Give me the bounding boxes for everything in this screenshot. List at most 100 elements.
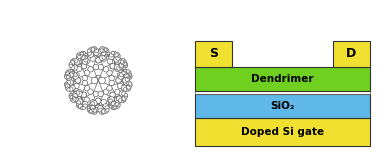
Circle shape	[82, 106, 85, 110]
Circle shape	[127, 87, 131, 90]
Circle shape	[70, 86, 73, 89]
Circle shape	[73, 94, 77, 98]
Circle shape	[67, 84, 70, 87]
Circle shape	[77, 53, 81, 56]
Circle shape	[90, 55, 94, 59]
Circle shape	[101, 56, 107, 62]
Circle shape	[129, 76, 132, 79]
Circle shape	[83, 103, 86, 106]
Circle shape	[66, 76, 71, 81]
Circle shape	[91, 55, 97, 61]
Text: SiO₂: SiO₂	[270, 101, 295, 111]
Circle shape	[76, 58, 82, 64]
Circle shape	[67, 70, 70, 73]
Circle shape	[103, 52, 108, 57]
Circle shape	[119, 72, 124, 77]
Circle shape	[88, 52, 94, 57]
Circle shape	[119, 94, 124, 98]
Circle shape	[96, 51, 101, 56]
Circle shape	[121, 70, 127, 76]
Circle shape	[114, 52, 118, 57]
Circle shape	[98, 50, 103, 56]
Circle shape	[102, 109, 107, 113]
Circle shape	[124, 63, 128, 66]
Circle shape	[101, 51, 105, 55]
Circle shape	[94, 48, 99, 53]
Circle shape	[82, 80, 88, 86]
Circle shape	[110, 63, 115, 69]
Circle shape	[70, 95, 74, 100]
Circle shape	[79, 104, 84, 109]
Circle shape	[79, 52, 84, 57]
Circle shape	[109, 97, 114, 102]
Circle shape	[76, 59, 82, 64]
Circle shape	[103, 89, 109, 94]
Circle shape	[75, 98, 79, 102]
Circle shape	[115, 64, 120, 70]
Circle shape	[109, 75, 115, 81]
Circle shape	[126, 76, 130, 81]
Circle shape	[76, 97, 82, 102]
Circle shape	[122, 71, 125, 75]
Circle shape	[101, 108, 105, 112]
Circle shape	[81, 92, 87, 97]
Circle shape	[98, 107, 102, 112]
Circle shape	[74, 98, 78, 102]
Circle shape	[99, 100, 105, 106]
Circle shape	[109, 102, 113, 105]
Circle shape	[66, 72, 70, 76]
Circle shape	[107, 85, 112, 91]
Circle shape	[115, 59, 120, 64]
Circle shape	[84, 58, 88, 62]
Circle shape	[124, 73, 128, 78]
Text: Dendrimer: Dendrimer	[251, 74, 314, 84]
Circle shape	[121, 58, 125, 62]
Circle shape	[122, 86, 125, 90]
Circle shape	[73, 65, 76, 68]
Circle shape	[102, 109, 106, 114]
Circle shape	[76, 101, 81, 105]
Circle shape	[79, 55, 82, 58]
Circle shape	[110, 92, 115, 97]
Circle shape	[71, 65, 75, 70]
Circle shape	[68, 83, 73, 88]
Circle shape	[122, 95, 127, 100]
Circle shape	[93, 111, 97, 114]
Circle shape	[81, 92, 87, 98]
Circle shape	[101, 47, 105, 50]
Circle shape	[88, 67, 93, 72]
Circle shape	[90, 109, 95, 114]
Circle shape	[102, 55, 106, 59]
Text: S: S	[209, 47, 218, 60]
Text: Doped Si gate: Doped Si gate	[241, 127, 324, 137]
Circle shape	[110, 103, 114, 106]
Circle shape	[98, 105, 103, 111]
Circle shape	[76, 104, 80, 107]
Circle shape	[115, 89, 120, 95]
Circle shape	[127, 72, 131, 76]
Circle shape	[69, 84, 73, 88]
Circle shape	[121, 61, 124, 65]
Circle shape	[68, 78, 74, 84]
Circle shape	[108, 101, 114, 107]
Circle shape	[119, 98, 123, 102]
Circle shape	[96, 98, 101, 104]
Circle shape	[98, 64, 104, 70]
Circle shape	[67, 80, 71, 84]
Circle shape	[124, 70, 128, 74]
Circle shape	[126, 70, 130, 73]
Bar	[333, 41, 370, 67]
Circle shape	[116, 57, 120, 61]
Circle shape	[117, 96, 122, 101]
Circle shape	[81, 55, 85, 60]
Circle shape	[109, 56, 113, 59]
Circle shape	[67, 88, 70, 91]
Circle shape	[83, 55, 86, 58]
Circle shape	[73, 95, 77, 99]
Circle shape	[87, 106, 92, 110]
Circle shape	[90, 48, 94, 52]
Circle shape	[100, 49, 103, 52]
Circle shape	[69, 87, 73, 91]
Circle shape	[98, 91, 104, 97]
Circle shape	[71, 91, 75, 96]
